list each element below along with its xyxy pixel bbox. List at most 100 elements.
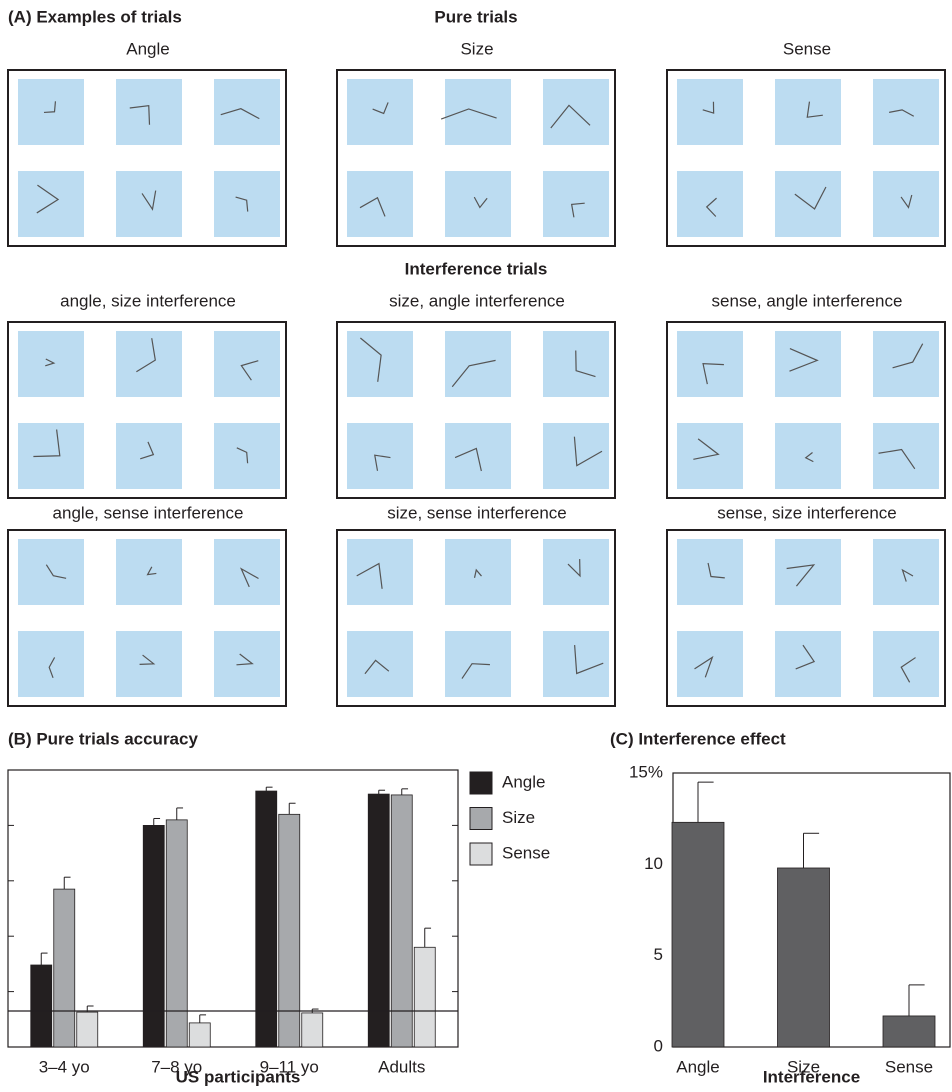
panel-title: (A) Examples of trials <box>8 7 182 26</box>
angle-glyph <box>707 562 725 579</box>
chart-title: (B) Pure trials accuracy <box>8 729 198 748</box>
x-tick-label: Angle <box>676 1057 719 1076</box>
angle-glyph <box>575 350 596 378</box>
x-tick-label: Size <box>787 1057 820 1076</box>
box-label: size, sense interference <box>387 503 567 522</box>
trial-box <box>7 69 287 247</box>
bar <box>142 825 165 1048</box>
x-tick-label: Adults <box>378 1057 425 1076</box>
trial-box <box>336 529 616 707</box>
x-axis-label: US participants <box>176 1067 301 1086</box>
angle-glyph <box>794 186 827 210</box>
y-tick-label: 5 <box>654 945 663 964</box>
angle-glyph <box>702 101 715 114</box>
y-tick-label: 15% <box>629 762 663 781</box>
bar <box>367 793 390 1048</box>
y-tick-label: 0 <box>654 1036 663 1055</box>
legend-label: Size <box>502 808 535 827</box>
angle-glyph <box>693 438 720 460</box>
angle-glyph <box>573 436 603 467</box>
heading: Pure trials <box>434 7 517 26</box>
trial-box <box>7 321 287 499</box>
bar <box>671 821 725 1048</box>
angle-glyph <box>236 447 249 464</box>
bar <box>278 813 301 1048</box>
angle-glyph <box>574 645 604 675</box>
trial-box <box>7 529 287 707</box>
angle-glyph <box>900 194 913 209</box>
bar <box>413 946 436 1048</box>
angle-glyph <box>364 659 390 675</box>
angle-glyph <box>888 109 915 117</box>
angle-glyph <box>45 564 67 579</box>
angle-glyph <box>901 568 914 582</box>
angle-glyph <box>786 564 816 587</box>
angle-glyph <box>705 197 717 217</box>
angle-glyph <box>36 184 60 214</box>
angle-glyph <box>374 454 391 471</box>
angle-glyph <box>900 657 916 683</box>
bar <box>76 1011 99 1048</box>
box-label: Sense <box>783 39 831 58</box>
angle-glyph <box>240 360 259 381</box>
angle-glyph <box>239 567 259 588</box>
angle-glyph <box>702 363 724 385</box>
x-tick-label: 3–4 yo <box>39 1057 90 1076</box>
box-label: Angle <box>126 39 169 58</box>
box-label: angle, size interference <box>60 291 236 310</box>
x-tick-label: 9–11 yo <box>260 1057 319 1076</box>
angle-glyph <box>356 562 383 589</box>
angle-glyph <box>48 657 56 678</box>
heading: Interference trials <box>405 259 548 278</box>
angle-glyph <box>360 337 382 382</box>
trial-box <box>336 321 616 499</box>
angle-glyph <box>454 447 482 472</box>
angle-glyph <box>878 448 916 470</box>
angle-glyph <box>473 196 488 209</box>
x-tick-label: 7–8 yo <box>151 1057 202 1076</box>
angle-glyph <box>141 190 157 211</box>
angle-glyph <box>236 653 254 666</box>
legend-swatch <box>469 771 493 795</box>
x-axis-label: Interference <box>763 1067 860 1086</box>
angle-glyph <box>461 663 490 679</box>
angle-glyph <box>140 441 155 460</box>
angle-glyph <box>806 101 823 118</box>
angle-glyph <box>440 108 497 120</box>
box-label: Size <box>460 39 493 58</box>
angle-glyph <box>795 644 816 670</box>
bar <box>30 964 53 1048</box>
angle-glyph <box>473 568 482 578</box>
bar <box>53 888 76 1048</box>
angle-glyph <box>550 104 591 129</box>
bar <box>188 1022 211 1048</box>
trial-box <box>336 69 616 247</box>
angle-glyph <box>359 196 386 217</box>
bar <box>165 819 188 1048</box>
legend-label: Sense <box>502 843 550 862</box>
legend-swatch <box>469 807 493 830</box>
angle-glyph <box>43 101 57 114</box>
angle-glyph <box>570 202 585 218</box>
bar <box>777 867 830 1048</box>
box-label: sense, angle interference <box>712 291 903 310</box>
angle-glyph <box>451 359 496 388</box>
bar <box>390 794 413 1048</box>
angle-glyph <box>235 196 249 212</box>
y-tick-label: 10 <box>644 854 663 873</box>
legend-label: Angle <box>502 772 545 791</box>
angle-glyph <box>804 452 814 463</box>
angle-glyph <box>789 348 819 372</box>
angle-glyph <box>129 104 151 125</box>
legend-swatch <box>469 842 493 866</box>
trial-box <box>666 321 946 499</box>
bar <box>301 1012 324 1048</box>
trial-box <box>666 69 946 247</box>
chart-title: (C) Interference effect <box>610 729 786 748</box>
angle-glyph <box>45 358 56 367</box>
box-label: sense, size interference <box>717 503 897 522</box>
x-tick-label: Sense <box>885 1057 933 1076</box>
angle-glyph <box>892 343 924 369</box>
